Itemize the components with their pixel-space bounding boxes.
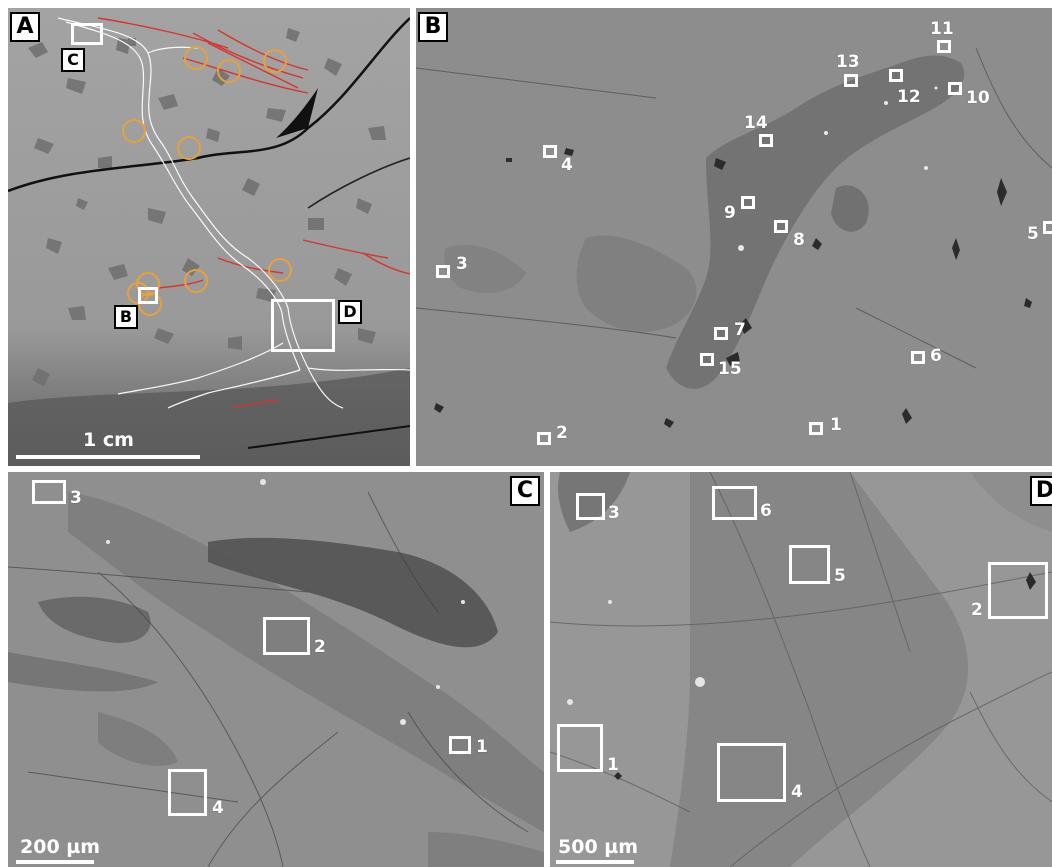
panel-c-texture: [8, 472, 544, 867]
panel-b-texture: [416, 8, 1052, 466]
panel-d-image: D 1 2 3 4 5 6 500 µm: [550, 472, 1052, 867]
panel-a-texture: [8, 8, 410, 466]
panel-a-image: A C B D 1 cm: [8, 8, 410, 466]
panel-c-image: C 1 2 3 4 200 µm: [8, 472, 544, 867]
panel-d-texture: [550, 472, 1052, 867]
panel-b-image: B 1 2 3 4 5 6 7 8 9 10 11 12: [416, 8, 1052, 466]
